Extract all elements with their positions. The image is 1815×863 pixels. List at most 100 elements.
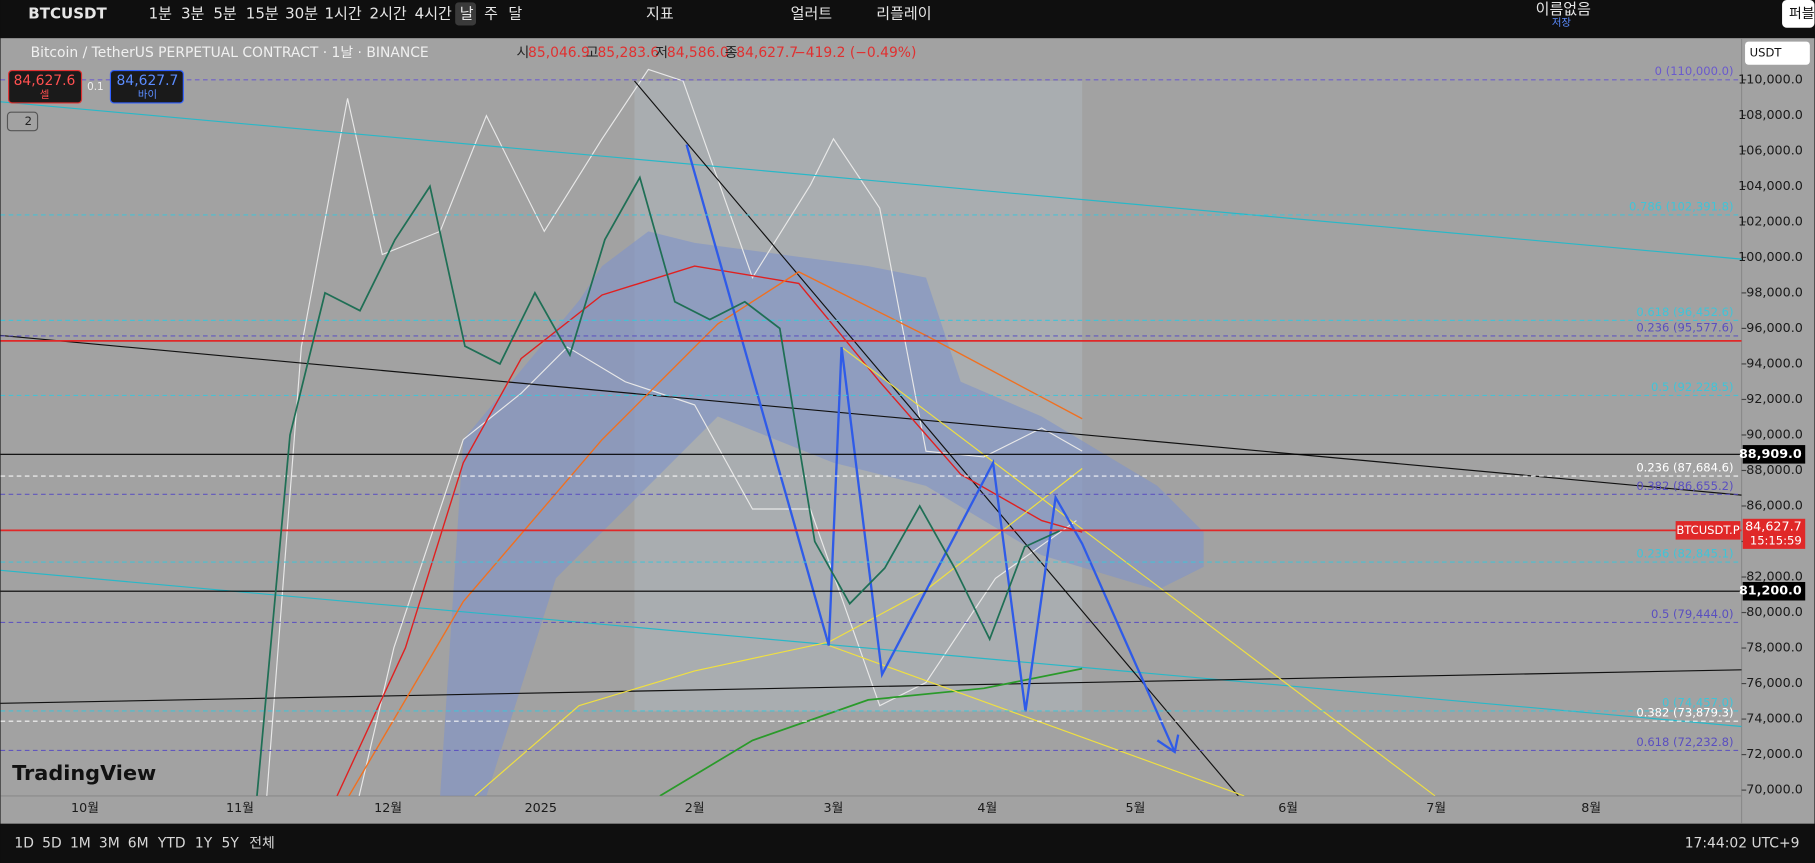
y-tick-label: 92,000.0 xyxy=(1746,391,1803,406)
range-button[interactable]: 1M xyxy=(70,835,91,851)
price-line xyxy=(256,175,1061,796)
price-tag-label: 81,200.0 xyxy=(1739,583,1802,598)
y-tick-label: 102,000.0 xyxy=(1738,213,1803,228)
x-tick-label: 12월 xyxy=(374,800,402,815)
fib-label: 0.786 (102,391.8) xyxy=(1629,199,1734,213)
y-tick-label: 94,000.0 xyxy=(1746,355,1803,370)
interval[interactable]: 30분 xyxy=(285,4,318,22)
y-tick-label: 104,000.0 xyxy=(1738,178,1803,193)
trendline xyxy=(0,669,1742,704)
buy-price[interactable]: 84,627.7 xyxy=(117,73,179,89)
symbol-tag xyxy=(1675,521,1741,540)
y-tick-label: 88,000.0 xyxy=(1746,462,1803,477)
buy[interactable]: 바이 xyxy=(138,89,157,101)
trendline xyxy=(634,80,1239,796)
range-button[interactable]: 1Y xyxy=(195,835,213,851)
replay[interactable]: 리플레이 xyxy=(876,4,931,22)
currency-box[interactable] xyxy=(1745,41,1810,65)
range-button[interactable]: 전체 xyxy=(249,835,275,851)
range-button[interactable]: 6M xyxy=(128,835,149,851)
y-tick-label: 100,000.0 xyxy=(1738,249,1803,264)
interval[interactable]: 날 xyxy=(460,4,474,22)
interval[interactable]: 15분 xyxy=(246,4,279,22)
x-tick-label: 3월 xyxy=(824,800,844,815)
y-tick-label: 96,000.0 xyxy=(1746,320,1803,335)
indicator-toggle[interactable] xyxy=(6,111,39,132)
interval[interactable]: 주 xyxy=(484,4,498,22)
fib-label: 0.618 (72,232.8) xyxy=(1636,735,1733,749)
fib-label: 0 (110,000.0) xyxy=(1655,64,1734,78)
interval[interactable]: 달 xyxy=(508,4,522,22)
sell-price[interactable]: 84,627.6 xyxy=(14,73,76,89)
ma-red xyxy=(336,265,1083,796)
change: −419.2 (−0.49%) xyxy=(794,45,916,61)
arrow-head xyxy=(1156,734,1180,754)
symbol[interactable]: BTCUSDT xyxy=(28,4,107,22)
indicator-count[interactable]: 2 xyxy=(25,114,32,128)
y-tick-label: 82,000.0 xyxy=(1746,569,1803,584)
interval[interactable]: 1시간 xyxy=(324,4,361,22)
high: 85,283.6 xyxy=(597,45,659,61)
publish[interactable]: 퍼블 xyxy=(1789,6,1815,22)
y-tick-label: 72,000.0 xyxy=(1746,746,1803,761)
range-button[interactable]: 5D xyxy=(42,835,62,851)
interval[interactable]: 4시간 xyxy=(415,4,452,22)
fib-label: 0.618 (96,452.6) xyxy=(1636,305,1733,319)
range-button[interactable]: 1D xyxy=(14,835,34,851)
fib-label: 0 (74,457.0) xyxy=(1662,695,1733,709)
wedge xyxy=(828,644,1245,796)
sell[interactable]: 셀 xyxy=(40,89,50,101)
trendline xyxy=(0,334,1742,496)
watermark: TradingView xyxy=(12,761,156,785)
x-tick-label: 11월 xyxy=(226,800,254,815)
range-button[interactable]: YTD xyxy=(157,835,186,851)
price-tag-label: 88,909.0 xyxy=(1739,446,1802,461)
x-tick-label: 5월 xyxy=(1125,800,1145,815)
symbol-tag-label: BTCUSDT.P xyxy=(1676,523,1739,537)
band-lower xyxy=(358,346,1077,796)
sell-button[interactable] xyxy=(8,69,83,104)
fib-label: 0.382 (86,655.2) xyxy=(1636,479,1733,493)
price-tag xyxy=(1742,581,1806,601)
open-label: 시 xyxy=(516,45,529,61)
clock: 17:44:02 UTC+9 xyxy=(1685,835,1800,851)
zigzag xyxy=(685,144,1176,753)
save[interactable]: 저장 xyxy=(1552,17,1572,29)
x-tick-label: 10월 xyxy=(71,800,99,815)
indicators[interactable]: 지표 xyxy=(646,4,674,22)
close-label: 종 xyxy=(725,45,738,61)
interval[interactable]: 1분 xyxy=(149,4,173,22)
open: 85,046.9 xyxy=(528,45,590,61)
cloud xyxy=(440,231,1204,796)
range-button[interactable]: 3M xyxy=(99,835,120,851)
trendline xyxy=(0,569,1742,728)
ma-green xyxy=(659,667,1083,796)
y-tick-label: 80,000.0 xyxy=(1746,604,1803,619)
band-upper xyxy=(266,68,1083,796)
y-tick-label: 106,000.0 xyxy=(1738,142,1803,157)
interval[interactable]: 5분 xyxy=(213,4,237,22)
y-tick-label: 86,000.0 xyxy=(1746,497,1803,512)
trendline xyxy=(0,101,1742,260)
layout-name[interactable]: 이름없음 xyxy=(1536,0,1591,18)
currency[interactable]: USDT xyxy=(1750,46,1783,60)
spread: 0.1 xyxy=(87,81,104,93)
last-price-tag xyxy=(1742,518,1806,549)
publish-button[interactable] xyxy=(1782,0,1815,28)
low: 84,586.0 xyxy=(667,45,729,61)
legend-title: Bitcoin / TetherUS PERPETUAL CONTRACT · … xyxy=(31,45,429,61)
interval[interactable]: 3분 xyxy=(181,4,205,22)
y-tick-label: 70,000.0 xyxy=(1746,782,1803,797)
x-tick-label: 2025 xyxy=(525,800,557,815)
y-tick-label: 76,000.0 xyxy=(1746,675,1803,690)
y-tick-label: 98,000.0 xyxy=(1746,284,1803,299)
alert[interactable]: 얼러트 xyxy=(791,4,833,22)
fib-label: 0.236 (95,577.6) xyxy=(1636,320,1733,334)
buy-button[interactable] xyxy=(109,69,184,104)
range-button[interactable]: 5Y xyxy=(221,835,239,851)
low-label: 저 xyxy=(655,45,668,61)
x-tick-label: 7월 xyxy=(1426,800,1446,815)
y-tick-label: 108,000.0 xyxy=(1738,107,1803,122)
interval[interactable]: 2시간 xyxy=(370,4,407,22)
